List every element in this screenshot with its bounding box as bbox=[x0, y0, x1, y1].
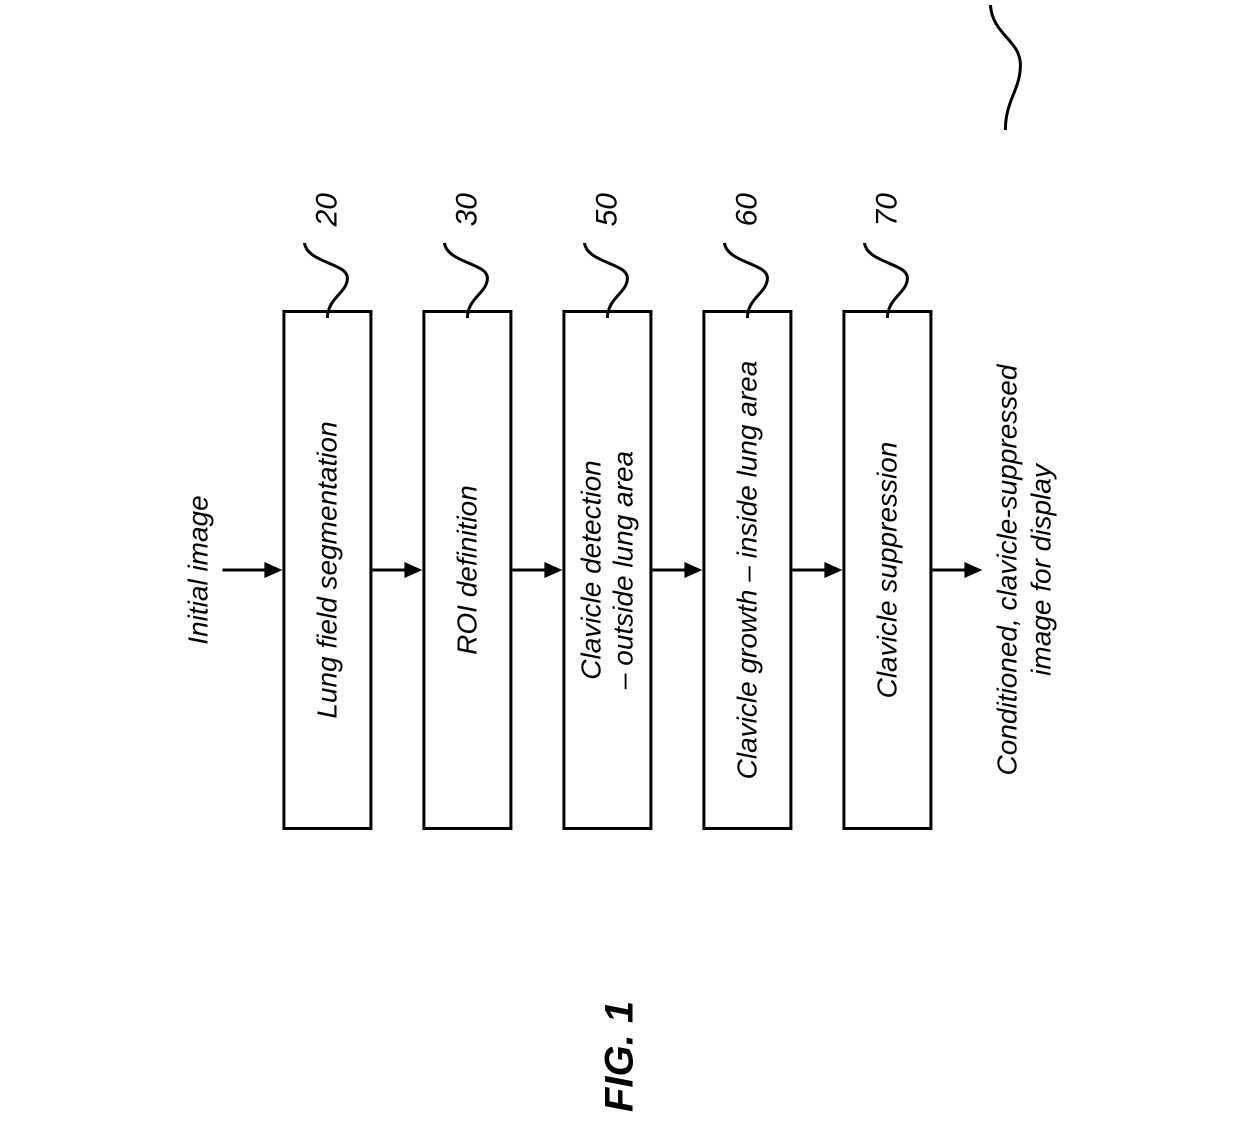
box-clavicle-growth: Clavicle growth – inside lung area 60 bbox=[702, 310, 792, 830]
box-roi-definition: ROI definition 30 bbox=[422, 310, 512, 830]
callout-label: 20 bbox=[310, 193, 345, 226]
box-clavicle-detection: Clavicle detection – outside lung area 5… bbox=[562, 310, 652, 830]
callout-70: 70 bbox=[852, 193, 922, 318]
arrow-output bbox=[932, 555, 982, 585]
box-label-line2: – outside lung area bbox=[607, 450, 638, 688]
box-label-line1: Clavicle detection bbox=[575, 460, 606, 679]
diagram-container: Initial image Lung field segmentation 20 bbox=[174, 310, 1065, 830]
input-label: Initial image bbox=[182, 495, 214, 644]
callout-44: 44 bbox=[980, 0, 1030, 129]
arrow-input bbox=[222, 555, 282, 585]
arrow-1-2 bbox=[372, 555, 422, 585]
arrow-2-3 bbox=[512, 555, 562, 585]
callout-label: 60 bbox=[730, 193, 765, 226]
output-wrapper: Conditioned, clavicle-suppressed image f… bbox=[982, 364, 1065, 775]
box-label: Clavicle suppression bbox=[871, 441, 903, 698]
flowchart: Initial image Lung field segmentation 20 bbox=[174, 310, 1065, 830]
box-label: Clavicle detection – outside lung area bbox=[575, 450, 639, 688]
box-label: Lung field segmentation bbox=[311, 421, 343, 718]
box-label: ROI definition bbox=[451, 485, 483, 655]
callout-60: 60 bbox=[712, 193, 782, 318]
figure-label: FIG. 1 bbox=[598, 1001, 643, 1112]
output-label-line2: image for display bbox=[1025, 464, 1056, 676]
callout-50: 50 bbox=[572, 193, 642, 318]
callout-label: 50 bbox=[590, 193, 625, 226]
output-label: Conditioned, clavicle-suppressed image f… bbox=[990, 364, 1057, 775]
output-label-line1: Conditioned, clavicle-suppressed bbox=[991, 364, 1022, 775]
callout-label: 30 bbox=[450, 193, 485, 226]
box-label: Clavicle growth – inside lung area bbox=[731, 360, 763, 779]
box-clavicle-suppression: Clavicle suppression 70 bbox=[842, 310, 932, 830]
arrow-4-5 bbox=[792, 555, 842, 585]
callout-label: 70 bbox=[870, 193, 905, 226]
callout-30: 30 bbox=[432, 193, 502, 318]
box-lung-segmentation: Lung field segmentation 20 bbox=[282, 310, 372, 830]
arrow-3-4 bbox=[652, 555, 702, 585]
callout-20: 20 bbox=[292, 193, 362, 318]
